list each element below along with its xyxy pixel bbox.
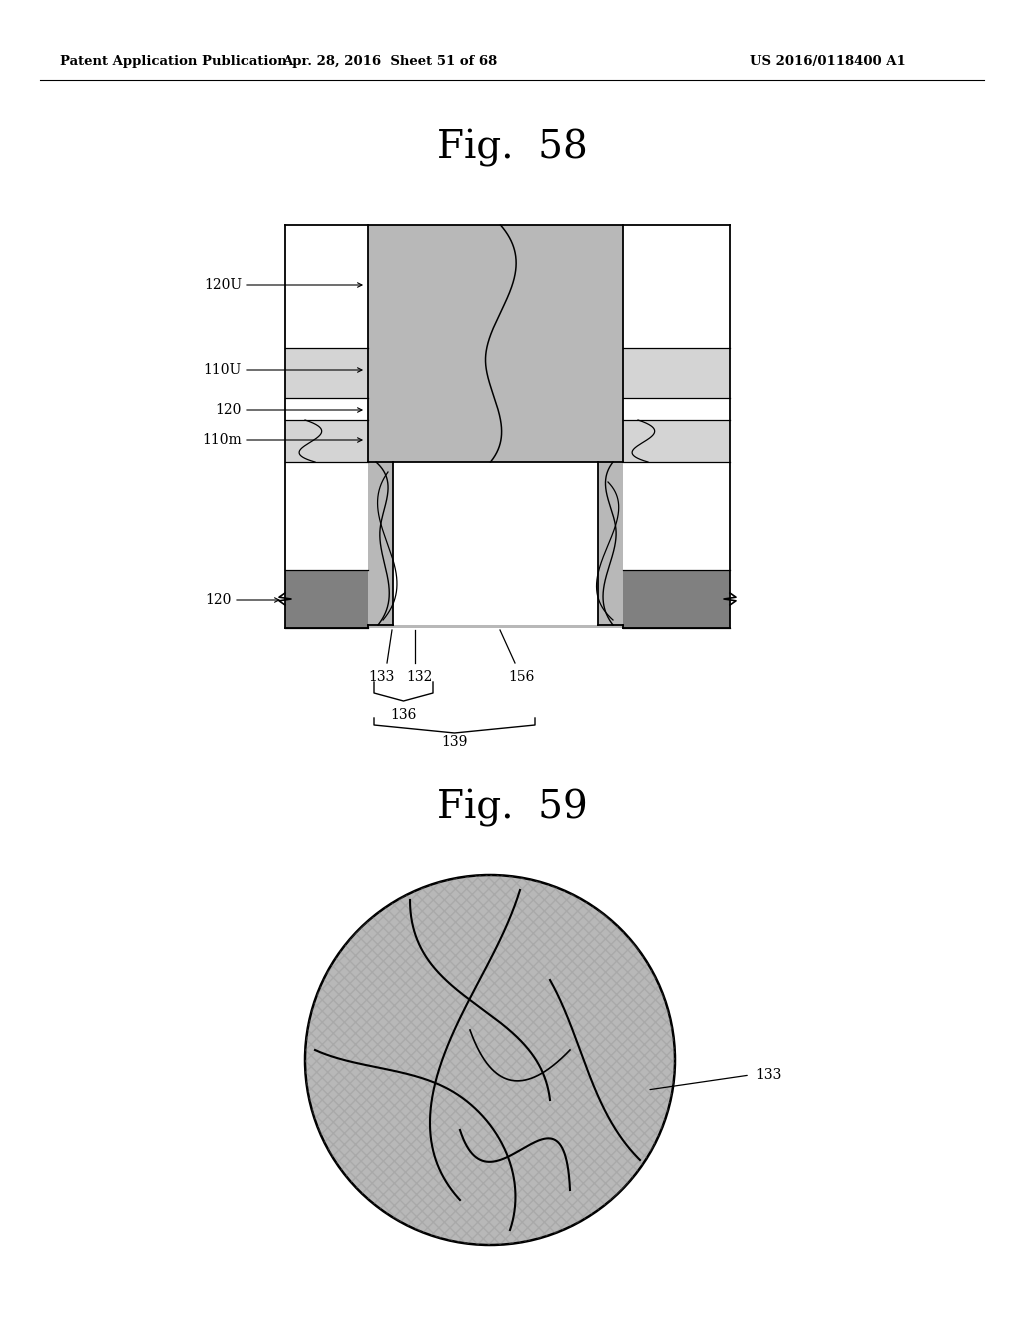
Bar [285, 420, 368, 462]
Bar [623, 420, 730, 462]
Text: 132: 132 [407, 671, 433, 684]
Bar [368, 624, 623, 628]
Bar [623, 570, 730, 628]
Text: Apr. 28, 2016  Sheet 51 of 68: Apr. 28, 2016 Sheet 51 of 68 [283, 55, 498, 69]
Circle shape [305, 875, 675, 1245]
Text: 120: 120 [216, 403, 242, 417]
Text: 133: 133 [755, 1068, 781, 1082]
Bar [368, 224, 623, 462]
Bar [623, 462, 730, 570]
Bar [623, 348, 730, 399]
Bar [368, 462, 393, 624]
Text: 133: 133 [369, 671, 395, 684]
Text: 139: 139 [441, 735, 468, 748]
Text: Fig.  58: Fig. 58 [436, 129, 588, 168]
Text: US 2016/0118400 A1: US 2016/0118400 A1 [750, 55, 906, 69]
Text: 120U: 120U [204, 279, 242, 292]
Bar [393, 462, 598, 624]
Text: 110m: 110m [203, 433, 242, 447]
Text: Fig.  59: Fig. 59 [436, 789, 588, 828]
Text: 120: 120 [206, 593, 232, 607]
Bar [623, 224, 730, 348]
Bar [285, 570, 368, 628]
Bar [285, 224, 368, 348]
Text: 136: 136 [390, 708, 417, 722]
Text: 156: 156 [509, 671, 536, 684]
Bar [285, 462, 368, 570]
Text: Patent Application Publication: Patent Application Publication [60, 55, 287, 69]
Bar [285, 399, 368, 420]
Bar [623, 399, 730, 420]
Text: 110U: 110U [204, 363, 242, 378]
Bar [285, 348, 368, 399]
Bar [598, 462, 623, 624]
